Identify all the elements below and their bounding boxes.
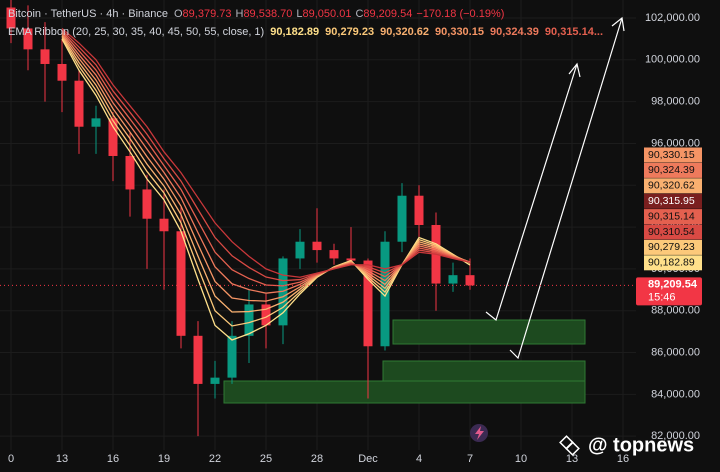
- support-zone: [392, 319, 586, 345]
- arrow-line: [485, 63, 578, 322]
- x-tick-label: Dec: [358, 453, 378, 465]
- indicator-value: 90,279.23: [325, 26, 374, 38]
- price-tag-label: 90,182.89: [648, 257, 695, 269]
- candle-body: [125, 155, 135, 190]
- price-tag: [644, 255, 702, 271]
- candle-body: [40, 49, 50, 64]
- price-tag: [644, 239, 702, 255]
- ohlc-key: L: [296, 8, 302, 20]
- y-tick-label: 98,000.00: [651, 96, 700, 108]
- ohlc-value: 89,379.73: [183, 8, 232, 20]
- candle-body: [329, 250, 339, 259]
- x-tick-label: 25: [260, 453, 272, 465]
- watermark-logo: [559, 435, 580, 456]
- candle-body: [261, 304, 271, 326]
- candle-body: [295, 241, 305, 259]
- indicator-value: 90,324.39: [490, 26, 539, 38]
- ohlc-value: 89,050.01: [303, 8, 352, 20]
- indicator-value: 90,320.62: [380, 26, 429, 38]
- icon-bolt: [475, 426, 484, 440]
- x-tick-label: 13: [56, 453, 68, 465]
- candle-body: [176, 231, 186, 336]
- x-tick-label: 28: [311, 453, 323, 465]
- x-tick-label: 4: [416, 453, 422, 465]
- x-tick-label: 22: [209, 453, 221, 465]
- price-tag-label: 90,279.23: [648, 241, 695, 253]
- candle-body: [210, 377, 220, 384]
- y-tick-label: 96,000.00: [651, 137, 700, 149]
- candle-body: [108, 118, 118, 156]
- indicator-value: 90,182.89: [270, 26, 319, 38]
- arrowhead: [611, 16, 625, 32]
- candle-body: [312, 241, 322, 251]
- x-tick-label: 13: [566, 453, 578, 465]
- indicator-line: EMA Ribbon (20, 25, 30, 35, 40, 45, 50, …: [8, 26, 603, 38]
- last-price-time: 15:46: [648, 291, 676, 303]
- price-tag: [644, 209, 702, 225]
- y-tick-label: 88,000.00: [651, 305, 700, 317]
- price-tag: [644, 178, 702, 194]
- candle-body: [74, 80, 84, 127]
- indicator-value: 90,315.14...: [545, 26, 603, 38]
- ohlc-key: C: [355, 8, 363, 20]
- candle-body: [6, 7, 16, 29]
- y-tick-label: 86,000.00: [651, 346, 700, 358]
- x-tick-label: 10: [515, 453, 527, 465]
- candle-body: [57, 63, 67, 81]
- x-tick-label: 7: [467, 453, 473, 465]
- ohlc-key: H: [235, 8, 243, 20]
- ohlc-value: 89,538.70: [243, 8, 292, 20]
- price-tag-label: 90,330.15: [648, 149, 695, 161]
- ohlc-value: 89,209.54: [363, 8, 412, 20]
- symbol: Bitcoin · TetherUS · 4h · Binance: [8, 8, 168, 20]
- candle-body: [414, 195, 424, 225]
- candle-body: [159, 218, 169, 232]
- price-tag-label: 90,315.95: [648, 195, 695, 207]
- indicator-name: EMA Ribbon (20, 25, 30, 35, 40, 45, 50, …: [8, 26, 264, 38]
- price-tag: [644, 193, 702, 209]
- support-zone: [223, 380, 586, 404]
- candle-body: [397, 195, 407, 242]
- ohlc-key: O: [174, 8, 183, 20]
- ema-line: [61, 27, 471, 278]
- y-tick-label: 82,000.00: [651, 430, 700, 442]
- candle-body: [346, 258, 356, 261]
- price-tag: [644, 147, 702, 163]
- candle-body: [193, 335, 203, 384]
- watermark: @ topnews: [588, 434, 694, 456]
- candle-body: [448, 275, 458, 284]
- price-tag-label: 90,310.54: [648, 226, 695, 238]
- x-tick-label: 0: [8, 453, 14, 465]
- x-tick-label: 16: [107, 453, 119, 465]
- candle-body: [380, 241, 390, 347]
- last-price-label: 89,209.54: [648, 278, 698, 290]
- indicator-value: 90,330.15: [435, 26, 484, 38]
- y-tick-label: 84,000.00: [651, 388, 700, 400]
- candle-body: [363, 260, 373, 347]
- candle-body: [91, 118, 101, 127]
- candle-body: [465, 275, 475, 286]
- y-tick-label: 102,000.00: [645, 12, 700, 24]
- x-tick-label: 19: [158, 453, 170, 465]
- header-line: Bitcoin · TetherUS · 4h · Binance O89,379…: [8, 8, 504, 20]
- candle-body: [23, 28, 33, 50]
- arrowhead: [568, 62, 581, 78]
- price-tag-label: 90,315.14: [648, 210, 695, 222]
- arrows: [485, 16, 625, 360]
- support-zone: [382, 360, 586, 382]
- candle-body: [244, 304, 254, 336]
- candle-body: [227, 335, 237, 378]
- x-tick-label: 16: [617, 453, 629, 465]
- price-tag-label: 90,324.39: [648, 164, 695, 176]
- price-tag-label: 90,320.62: [648, 180, 695, 192]
- y-tick-label: 100,000.00: [645, 54, 700, 66]
- price-tag: [644, 162, 702, 178]
- change: −170.18 (−0.19%): [416, 8, 504, 20]
- arrow-line: [509, 17, 623, 360]
- price-tag: [644, 224, 702, 240]
- last-price-tag: [636, 277, 702, 306]
- candle-body: [142, 189, 152, 219]
